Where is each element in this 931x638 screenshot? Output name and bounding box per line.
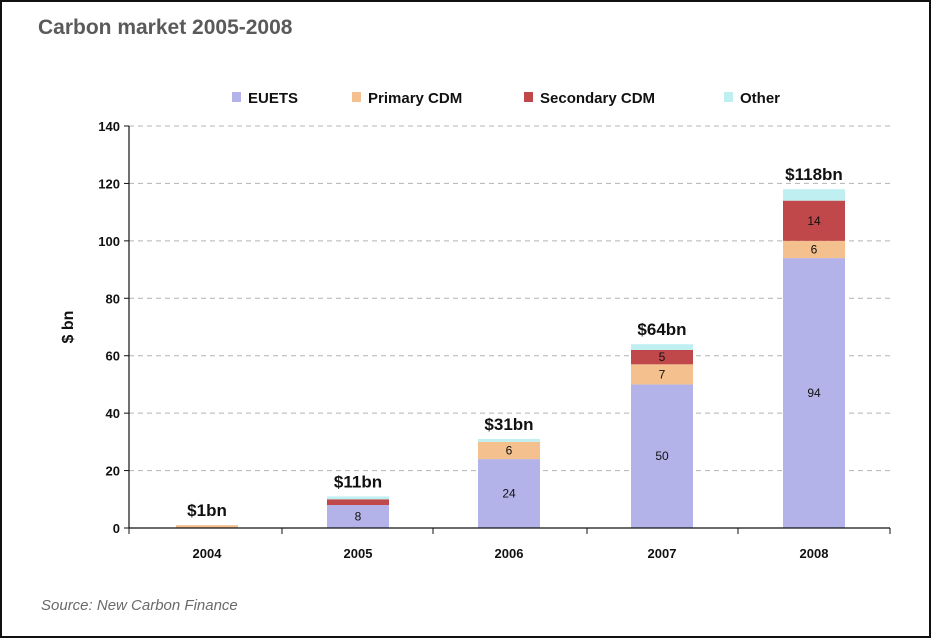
bar-segment-primary-cdm xyxy=(478,441,540,460)
segment-label: 6 xyxy=(811,242,818,256)
bar-segment-other xyxy=(783,189,845,201)
chart-title: Carbon market 2005-2008 xyxy=(38,16,293,39)
segment-label: 7 xyxy=(659,367,666,381)
total-label: $64bn xyxy=(637,320,686,339)
bar-segment-euets xyxy=(783,258,845,528)
legend-label-primary-cdm: Primary CDM xyxy=(368,90,462,107)
legend-label-euets: EUETS xyxy=(248,90,298,107)
bar-segment-euets xyxy=(327,505,389,528)
bar-segment-other xyxy=(478,438,540,442)
y-tick-label: 120 xyxy=(98,176,120,191)
bar-segment-other xyxy=(631,344,693,350)
source-note: Source: New Carbon Finance xyxy=(41,597,238,614)
total-label: $31bn xyxy=(484,415,533,434)
segment-label: 5 xyxy=(659,350,666,364)
y-tick-label: 20 xyxy=(106,464,120,479)
y-tick-label: 140 xyxy=(98,119,120,134)
x-tick-label: 2008 xyxy=(800,546,829,561)
bar-segment-secondary-cdm xyxy=(783,200,845,241)
total-label: $118bn xyxy=(785,165,843,184)
segment-label: 6 xyxy=(506,443,513,457)
x-tick-label: 2004 xyxy=(193,546,223,561)
x-tick-label: 2007 xyxy=(648,546,677,561)
total-label: $11bn xyxy=(334,472,382,491)
x-tick-label: 2006 xyxy=(495,546,524,561)
y-tick-label: 80 xyxy=(106,291,120,306)
bar-segment-primary-cdm xyxy=(783,240,845,259)
y-tick-label: 60 xyxy=(106,349,120,364)
legend-label-secondary-cdm: Secondary CDM xyxy=(540,90,655,107)
legend-swatch-primary-cdm xyxy=(352,92,361,102)
segment-label: 14 xyxy=(807,214,821,228)
y-axis-label: $ bn xyxy=(60,311,77,344)
bar-segment-primary-cdm xyxy=(176,525,238,528)
legend-swatch-euets xyxy=(232,92,241,102)
segment-label: 8 xyxy=(355,510,362,524)
bar-segment-euets xyxy=(631,384,693,528)
y-tick-label: 40 xyxy=(106,406,120,421)
bar-segment-secondary-cdm xyxy=(631,349,693,365)
bar-segment-other xyxy=(327,496,389,500)
bar-segment-primary-cdm xyxy=(631,364,693,385)
legend-label-other: Other xyxy=(740,90,780,107)
bar-segment-euets xyxy=(478,459,540,528)
x-tick-label: 2005 xyxy=(344,546,373,561)
legend-swatch-secondary-cdm xyxy=(524,92,533,102)
legend-swatch-other xyxy=(724,92,733,102)
y-tick-label: 0 xyxy=(113,521,120,536)
y-tick-label: 100 xyxy=(98,234,120,249)
segment-label: 94 xyxy=(807,386,821,400)
segment-label: 50 xyxy=(655,449,669,463)
total-label: $1bn xyxy=(187,501,227,520)
bar-segment-secondary-cdm xyxy=(327,499,389,506)
segment-label: 24 xyxy=(502,487,516,501)
